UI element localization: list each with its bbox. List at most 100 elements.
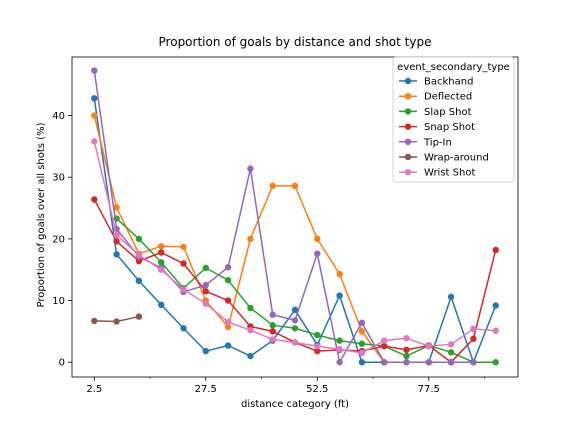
point-wrap-around (113, 318, 120, 325)
point-slap-shot (291, 325, 299, 332)
point-tip-in (358, 319, 366, 326)
point-backhand (91, 95, 98, 102)
point-tip-in (91, 67, 98, 74)
point-tip-in (269, 311, 276, 318)
plot-area: 2.5 27.5 52.5 77.5 0 10 20 30 40 (52, 56, 519, 395)
legend-box (392, 56, 515, 183)
legend-marker-slap-shot (404, 108, 412, 115)
point-slap-shot (447, 349, 455, 356)
legend-marker-wrap-around (404, 153, 412, 161)
point-wrist-shot (447, 341, 455, 348)
y-axis-label: Proportion of goals over all shots (%) (36, 122, 47, 307)
point-slap-shot (224, 276, 232, 284)
point-backhand (113, 251, 120, 258)
point-snap-shot (158, 249, 165, 256)
point-slap-shot (314, 331, 321, 339)
point-tip-in (202, 281, 209, 289)
legend: event_secondary_type Backhand Deflected Sla… (392, 56, 515, 183)
series-line-snap-shot (93, 199, 497, 364)
point-snap-shot (113, 238, 120, 245)
point-tip-in (447, 359, 455, 366)
point-deflected (113, 204, 120, 211)
point-snap-shot (91, 196, 98, 203)
point-slap-shot (247, 304, 254, 312)
point-backhand (358, 359, 366, 366)
point-deflected (269, 182, 276, 190)
point-deflected (291, 182, 299, 190)
x-axis-label: distance category (ft) (241, 399, 349, 410)
point-backhand (135, 277, 143, 285)
point-snap-shot (470, 335, 477, 342)
point-backhand (180, 325, 187, 332)
point-slap-shot (358, 340, 366, 347)
point-wrist-shot (269, 336, 276, 343)
y-tick-label: 10 (52, 296, 65, 307)
legend-marker-snap-shot (404, 123, 412, 130)
point-wrist-shot (403, 334, 410, 342)
legend-label-slap-shot: Slap Shot (424, 107, 472, 118)
point-backhand (291, 306, 299, 313)
point-slap-shot (269, 322, 276, 329)
point-backhand (224, 342, 232, 349)
point-wrist-shot (91, 138, 98, 145)
point-wrist-shot (358, 349, 366, 357)
point-wrist-shot (113, 231, 120, 239)
point-deflected (358, 328, 366, 335)
point-snap-shot (224, 297, 232, 304)
point-wrist-shot (135, 251, 143, 259)
point-deflected (91, 112, 98, 119)
x-tick-label: 52.5 (306, 384, 328, 395)
series-line-tip-in (93, 70, 474, 365)
series-line-slap-shot (116, 217, 496, 363)
series-wrist-shot (91, 138, 499, 357)
point-snap-shot (202, 288, 209, 295)
point-tip-in (224, 264, 232, 271)
point-snap-shot (492, 246, 499, 254)
point-backhand (336, 292, 343, 299)
legend-marker-wrist-shot (404, 169, 412, 176)
point-wrap-around (135, 313, 143, 320)
point-slap-shot (158, 259, 165, 266)
point-backhand (247, 352, 254, 360)
point-tip-in (336, 359, 343, 366)
series-slap-shot (113, 215, 499, 366)
legend-marker-tip-in (404, 138, 412, 145)
x-tick-label: 2.5 (86, 384, 102, 395)
point-slap-shot (492, 359, 499, 366)
point-wrist-shot (247, 326, 254, 334)
point-wrist-shot (158, 266, 165, 273)
chart-title: Proportion of goals by distance and shot… (159, 35, 432, 49)
legend-label-snap-shot: Snap Shot (424, 122, 475, 133)
legend-label-wrap-around: Wrap-around (424, 153, 489, 164)
point-slap-shot (135, 235, 143, 243)
legend-title: event_secondary_type (397, 62, 510, 73)
legend-label-deflected: Deflected (424, 92, 472, 103)
x-tick-label: 77.5 (418, 384, 440, 395)
point-deflected (180, 243, 187, 251)
point-wrap-around (91, 317, 98, 325)
point-deflected (336, 270, 343, 278)
point-snap-shot (381, 342, 388, 350)
point-wrist-shot (470, 325, 477, 333)
series-wrap-around (91, 313, 143, 325)
y-tick-label: 0 (59, 358, 65, 369)
legend-label-backhand: Backhand (424, 77, 473, 88)
point-tip-in (314, 250, 321, 257)
point-wrist-shot (425, 342, 432, 350)
point-deflected (158, 243, 165, 250)
point-backhand (447, 293, 455, 301)
point-wrist-shot (224, 318, 232, 326)
y-tick-label: 30 (52, 173, 65, 184)
point-wrist-shot (336, 346, 343, 353)
point-deflected (224, 323, 232, 331)
point-slap-shot (336, 337, 343, 344)
legend-label-tip-in: Tip-In (423, 137, 452, 148)
point-slap-shot (202, 264, 209, 272)
axes-frame (71, 56, 519, 378)
point-snap-shot (403, 346, 410, 354)
y-tick-label: 20 (52, 234, 65, 245)
point-wrist-shot (381, 337, 388, 344)
point-backhand (202, 347, 209, 355)
